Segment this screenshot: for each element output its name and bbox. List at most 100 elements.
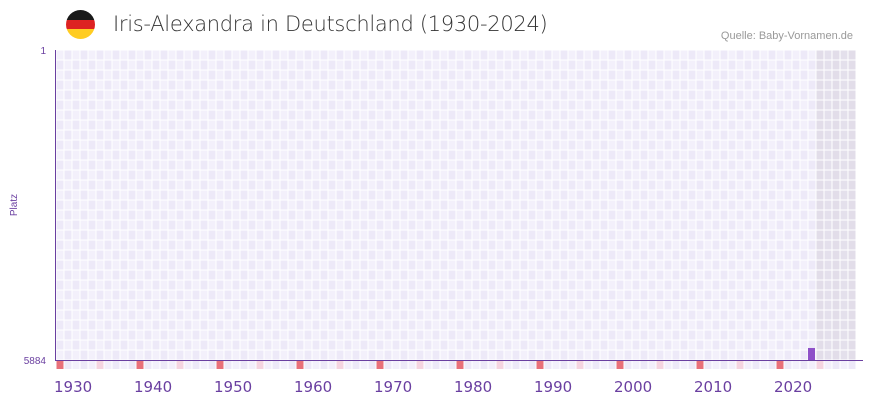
grid-cell bbox=[400, 120, 408, 130]
y-tick-bottom: 5884 bbox=[24, 356, 47, 367]
grid-cell bbox=[304, 90, 312, 100]
grid-cell bbox=[768, 100, 776, 110]
grid-cell bbox=[344, 160, 352, 170]
grid-cell bbox=[208, 230, 216, 240]
grid-cell bbox=[760, 270, 768, 280]
grid-cell bbox=[344, 320, 352, 330]
grid-cell bbox=[808, 100, 816, 110]
year-marker bbox=[600, 361, 608, 369]
grid-cell bbox=[384, 60, 392, 70]
grid-cell bbox=[680, 110, 688, 120]
grid-cell bbox=[616, 170, 624, 180]
grid-cell bbox=[592, 250, 600, 260]
grid-cell bbox=[832, 260, 840, 270]
grid-cell bbox=[240, 120, 248, 130]
grid-cell bbox=[776, 280, 784, 290]
grid-cell bbox=[416, 260, 424, 270]
grid-cell bbox=[792, 70, 800, 80]
grid-cell bbox=[744, 130, 752, 140]
grid-cell bbox=[464, 250, 472, 260]
grid-cell bbox=[472, 160, 480, 170]
grid-cell bbox=[576, 130, 584, 140]
grid-cell bbox=[176, 330, 184, 340]
grid-cell bbox=[616, 210, 624, 220]
year-marker bbox=[512, 361, 520, 369]
grid-cell bbox=[544, 150, 552, 160]
grid-cell bbox=[784, 200, 792, 210]
grid-cell bbox=[256, 310, 264, 320]
grid-cell bbox=[224, 250, 232, 260]
grid-cell bbox=[104, 340, 112, 350]
grid-cell bbox=[608, 300, 616, 310]
grid-cell bbox=[280, 330, 288, 340]
grid-cell bbox=[440, 180, 448, 190]
grid-cell bbox=[280, 250, 288, 260]
grid-cell bbox=[328, 170, 336, 180]
grid-cell bbox=[240, 320, 248, 330]
grid-cell bbox=[280, 190, 288, 200]
grid-cell bbox=[144, 130, 152, 140]
grid-cell bbox=[616, 120, 624, 130]
grid-cell bbox=[88, 100, 96, 110]
grid-cell bbox=[368, 210, 376, 220]
grid-cell bbox=[544, 180, 552, 190]
grid-cell bbox=[448, 320, 456, 330]
grid-cell bbox=[688, 290, 696, 300]
grid-cell bbox=[472, 50, 480, 60]
grid-cell bbox=[496, 230, 504, 240]
grid-cell bbox=[368, 110, 376, 120]
grid-cell bbox=[584, 310, 592, 320]
grid-cell bbox=[672, 130, 680, 140]
grid-cell bbox=[488, 270, 496, 280]
grid-cell bbox=[480, 240, 488, 250]
grid-cell bbox=[640, 330, 648, 340]
grid-cell bbox=[792, 320, 800, 330]
grid-cell bbox=[712, 130, 720, 140]
grid-cell bbox=[368, 280, 376, 290]
grid-cell bbox=[112, 140, 120, 150]
grid-cell bbox=[544, 110, 552, 120]
grid-cell bbox=[152, 300, 160, 310]
grid-cell bbox=[624, 80, 632, 90]
grid-cell bbox=[720, 170, 728, 180]
grid-cell bbox=[200, 110, 208, 120]
grid-cell bbox=[576, 90, 584, 100]
grid-cell bbox=[784, 310, 792, 320]
grid-cell bbox=[752, 120, 760, 130]
year-marker bbox=[184, 361, 192, 369]
grid-cell bbox=[736, 210, 744, 220]
grid-cell bbox=[664, 210, 672, 220]
grid-cell bbox=[840, 80, 848, 90]
grid-cell bbox=[512, 210, 520, 220]
grid-cell bbox=[848, 80, 856, 90]
grid-cell bbox=[456, 310, 464, 320]
grid-cell bbox=[320, 70, 328, 80]
grid-cell bbox=[184, 110, 192, 120]
grid-cell bbox=[64, 210, 72, 220]
grid-cell bbox=[424, 180, 432, 190]
grid-cell bbox=[80, 180, 88, 190]
grid-cell bbox=[736, 60, 744, 70]
grid-cell bbox=[296, 190, 304, 200]
grid-cell bbox=[704, 60, 712, 70]
grid-cell bbox=[328, 150, 336, 160]
grid-cell bbox=[752, 320, 760, 330]
grid-cell bbox=[360, 200, 368, 210]
grid-cell bbox=[520, 180, 528, 190]
grid-cell bbox=[776, 210, 784, 220]
grid-cell bbox=[104, 170, 112, 180]
grid-cell bbox=[488, 310, 496, 320]
grid-cell bbox=[552, 270, 560, 280]
grid-cell bbox=[248, 50, 256, 60]
grid-cell bbox=[616, 160, 624, 170]
grid-cell bbox=[240, 200, 248, 210]
grid-cell bbox=[848, 270, 856, 280]
grid-cell bbox=[752, 110, 760, 120]
grid-cell bbox=[408, 320, 416, 330]
year-marker bbox=[776, 361, 784, 369]
grid-cell bbox=[416, 300, 424, 310]
grid-cell bbox=[232, 170, 240, 180]
grid-cell bbox=[296, 310, 304, 320]
grid-cell bbox=[688, 120, 696, 130]
grid-cell bbox=[136, 150, 144, 160]
